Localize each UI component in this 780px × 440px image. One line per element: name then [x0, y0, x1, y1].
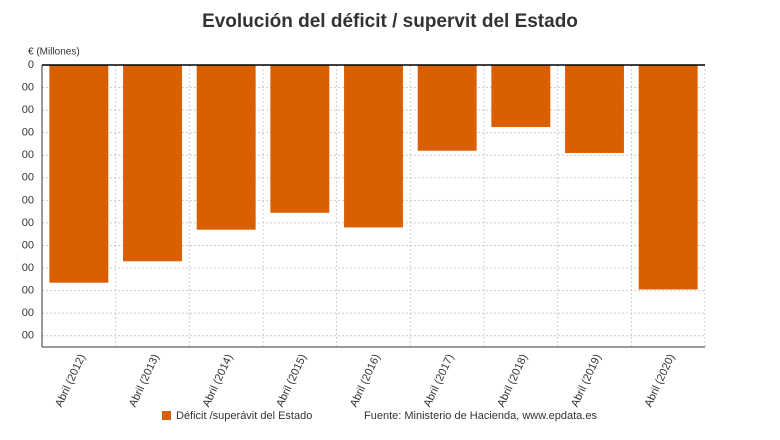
x-tick-label: Abril (2015) — [274, 352, 309, 409]
y-tick-label: 00 — [22, 217, 34, 229]
x-tick-label: Abril (2016) — [348, 352, 383, 409]
x-tick-label: Abril (2014) — [201, 352, 236, 409]
y-axis-label: € (Millones) — [28, 47, 80, 58]
chart-title: Evolución del déficit / supervit del Est… — [202, 11, 578, 32]
bar — [344, 65, 403, 228]
x-tick-label: Abril (2012) — [53, 352, 88, 409]
bar — [270, 65, 330, 213]
bar — [196, 65, 256, 230]
legend-swatch — [162, 411, 171, 420]
x-tick-label: Abril (2018) — [495, 352, 530, 409]
y-tick-label: 00 — [22, 285, 34, 297]
bar — [565, 65, 624, 153]
y-tick-label: 00 — [22, 330, 34, 342]
bar — [638, 65, 698, 290]
y-tick-label: 0 — [28, 59, 34, 71]
legend-label: Déficit /superávit del Estado — [176, 410, 312, 422]
y-tick-label: 00 — [22, 127, 34, 139]
y-tick-label: 00 — [22, 262, 34, 274]
bar — [491, 65, 551, 128]
y-tick-label: 00 — [22, 172, 34, 184]
y-tick-label: 00 — [22, 81, 34, 93]
y-tick-label: 00 — [22, 239, 34, 251]
x-tick-label: Abril (2019) — [569, 352, 604, 409]
y-tick-label: 00 — [22, 307, 34, 319]
bar — [49, 65, 109, 283]
bar — [417, 65, 477, 151]
y-tick-label: 00 — [22, 104, 34, 116]
x-tick-label: Abril (2017) — [422, 352, 457, 409]
bar — [123, 65, 182, 262]
y-tick-label: 00 — [22, 149, 34, 161]
source: Fuente: Ministerio de Hacienda, www.epda… — [364, 410, 597, 422]
x-tick-label: Abril (2020) — [643, 352, 678, 409]
y-tick-label: 00 — [22, 194, 34, 206]
x-tick-label: Abril (2013) — [127, 352, 162, 409]
